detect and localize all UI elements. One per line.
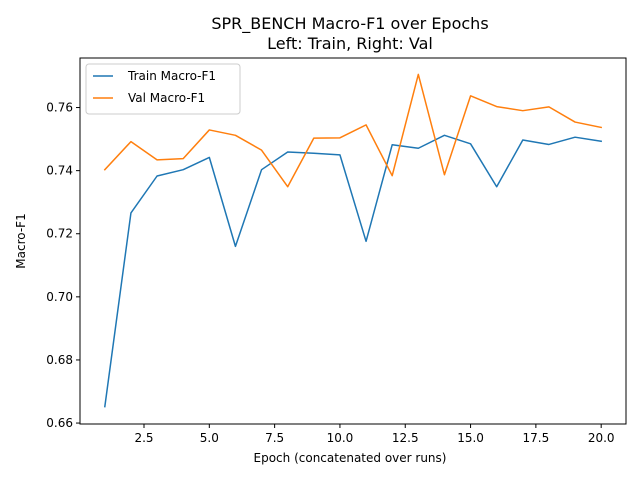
chart-title: SPR_BENCH Macro-F1 over Epochs: [211, 14, 488, 34]
y-tick-label: 0.66: [46, 416, 73, 430]
x-tick-label: 12.5: [392, 431, 419, 445]
legend: Train Macro-F1 Val Macro-F1: [85, 63, 241, 115]
y-axis-label: Macro-F1: [14, 213, 28, 268]
x-tick-label: 10.0: [327, 431, 354, 445]
plot-frame: [79, 57, 627, 425]
x-tick-label: 7.5: [265, 431, 284, 445]
y-tick-label: 0.68: [46, 353, 73, 367]
y-tick-label: 0.74: [46, 164, 73, 178]
x-tick-label: 20.0: [588, 431, 615, 445]
x-tick-label: 2.5: [134, 431, 153, 445]
x-tick-label: 17.5: [523, 431, 550, 445]
y-axis-ticks: 0.66 0.68 0.70 0.72 0.74 0.76: [46, 101, 80, 430]
chart-subtitle: Left: Train, Right: Val: [267, 34, 433, 53]
x-tick-label: 5.0: [200, 431, 219, 445]
legend-label-val: Val Macro-F1: [128, 91, 205, 105]
plot-lines: [103, 73, 603, 408]
x-axis-ticks: 2.5 5.0 7.5 10.0 12.5 15.0 17.5 20.0: [134, 424, 615, 445]
legend-box: [85, 63, 241, 115]
x-axis-label: Epoch (concatenated over runs): [254, 451, 447, 465]
series-line-val: [103, 73, 603, 188]
x-tick-label: 15.0: [457, 431, 484, 445]
legend-label-train: Train Macro-F1: [127, 69, 216, 83]
series-line-train: [103, 134, 603, 408]
y-tick-label: 0.72: [46, 227, 73, 241]
y-tick-label: 0.70: [46, 290, 73, 304]
y-tick-label: 0.76: [46, 101, 73, 115]
